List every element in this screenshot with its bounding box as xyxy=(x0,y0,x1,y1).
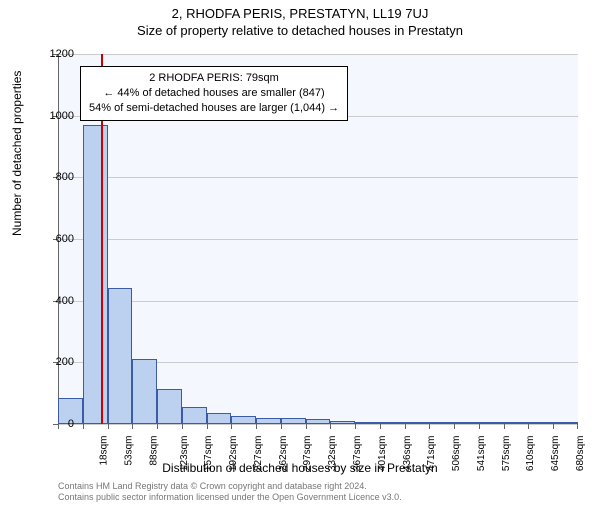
x-tick-label: 506sqm xyxy=(451,436,462,472)
x-tick-label: 18sqm xyxy=(99,436,110,466)
x-tick-label: 332sqm xyxy=(327,436,338,472)
y-tick-label: 800 xyxy=(56,171,74,183)
histogram-bar xyxy=(132,359,157,424)
x-tick xyxy=(108,424,109,429)
gridline xyxy=(58,424,578,425)
chart-subtitle: Size of property relative to detached ho… xyxy=(0,23,600,38)
x-tick xyxy=(182,424,183,429)
x-tick xyxy=(58,424,59,429)
histogram-bar xyxy=(479,422,504,424)
x-tick-label: 471sqm xyxy=(426,436,437,472)
histogram-bar xyxy=(207,413,232,424)
histogram-bar xyxy=(306,419,331,424)
footer-attribution: Contains HM Land Registry data © Crown c… xyxy=(58,481,402,504)
x-tick-label: 227sqm xyxy=(253,436,264,472)
x-tick xyxy=(528,424,529,429)
x-tick xyxy=(429,424,430,429)
x-tick-label: 88sqm xyxy=(148,436,159,466)
x-tick-label: 297sqm xyxy=(303,436,314,472)
x-tick xyxy=(330,424,331,429)
histogram-bar xyxy=(281,418,306,424)
x-tick-label: 575sqm xyxy=(501,436,512,472)
footer-line-1: Contains HM Land Registry data © Crown c… xyxy=(58,481,402,493)
histogram-bar xyxy=(380,422,405,424)
x-tick xyxy=(405,424,406,429)
x-tick xyxy=(157,424,158,429)
x-tick-label: 645sqm xyxy=(550,436,561,472)
y-tick-label: 0 xyxy=(68,418,74,430)
histogram-bar xyxy=(182,407,207,424)
x-tick-label: 610sqm xyxy=(525,436,536,472)
x-tick-label: 192sqm xyxy=(228,436,239,472)
histogram-bar xyxy=(330,421,355,424)
y-tick-label: 600 xyxy=(56,233,74,245)
info-line-property: 2 RHODFA PERIS: 79sqm xyxy=(89,71,339,86)
info-line-smaller: ← 44% of detached houses are smaller (84… xyxy=(89,86,339,101)
x-tick-label: 157sqm xyxy=(204,436,215,472)
x-tick-label: 367sqm xyxy=(352,436,363,472)
gridline xyxy=(58,54,578,55)
chart-address-title: 2, RHODFA PERIS, PRESTATYN, LL19 7UJ xyxy=(0,6,600,21)
x-tick xyxy=(504,424,505,429)
y-tick-label: 200 xyxy=(56,356,74,368)
histogram-bar xyxy=(504,422,529,424)
x-tick xyxy=(454,424,455,429)
histogram-bar xyxy=(231,416,256,424)
histogram-bar xyxy=(83,125,108,424)
x-tick xyxy=(479,424,480,429)
x-tick xyxy=(380,424,381,429)
x-tick xyxy=(355,424,356,429)
histogram-bar xyxy=(405,422,430,424)
x-tick xyxy=(132,424,133,429)
y-tick-label: 1000 xyxy=(50,110,74,122)
histogram-bar xyxy=(553,422,578,424)
x-tick xyxy=(231,424,232,429)
x-tick-label: 680sqm xyxy=(575,436,586,472)
x-tick xyxy=(256,424,257,429)
x-tick-label: 401sqm xyxy=(377,436,388,472)
x-tick xyxy=(306,424,307,429)
y-axis-label: Number of detached properties xyxy=(10,71,24,236)
footer-line-2: Contains public sector information licen… xyxy=(58,492,402,504)
x-tick-label: 123sqm xyxy=(179,436,190,472)
gridline xyxy=(58,301,578,302)
y-tick-label: 1200 xyxy=(50,48,74,60)
x-tick xyxy=(207,424,208,429)
histogram-bar xyxy=(256,418,281,424)
property-info-box: 2 RHODFA PERIS: 79sqm ← 44% of detached … xyxy=(80,66,348,121)
gridline xyxy=(58,239,578,240)
histogram-bar xyxy=(528,422,553,424)
x-tick-label: 53sqm xyxy=(124,436,135,466)
x-tick xyxy=(83,424,84,429)
info-line-larger: 54% of semi-detached houses are larger (… xyxy=(89,101,339,116)
x-tick xyxy=(553,424,554,429)
histogram-bar xyxy=(355,422,380,424)
y-tick-label: 400 xyxy=(56,295,74,307)
histogram-bar xyxy=(429,422,454,424)
histogram-bar xyxy=(157,389,182,424)
x-tick-label: 541sqm xyxy=(476,436,487,472)
x-tick-label: 262sqm xyxy=(278,436,289,472)
x-tick xyxy=(577,424,578,429)
histogram-bar xyxy=(454,422,479,424)
histogram-bar xyxy=(108,288,133,424)
gridline xyxy=(58,177,578,178)
x-tick xyxy=(281,424,282,429)
x-tick-label: 436sqm xyxy=(402,436,413,472)
